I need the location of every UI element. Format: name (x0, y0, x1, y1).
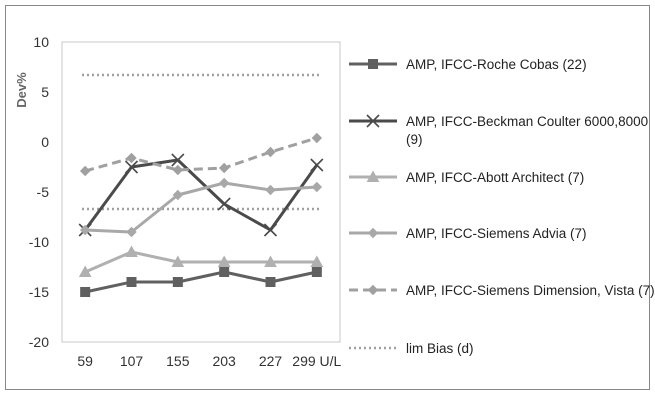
series-layer (78, 132, 324, 297)
data-point (78, 265, 92, 277)
legend-label: AMP, IFCC-Roche Cobas (22) (406, 57, 587, 72)
data-point (172, 164, 184, 176)
plot-area (61, 41, 341, 343)
data-point (80, 287, 91, 297)
series-line (85, 181, 317, 234)
legend: AMP, IFCC-Roche Cobas (22) AMP, IFCC-Beck… (349, 57, 655, 356)
data-point (310, 158, 324, 172)
data-point (124, 160, 139, 174)
series-2 (78, 245, 324, 277)
data-point (265, 146, 276, 158)
data-point (265, 277, 276, 287)
data-point (217, 197, 231, 211)
legend-item: lim Bias (d) (349, 341, 474, 356)
legend-swatch-marker (368, 59, 378, 69)
data-point (126, 152, 137, 164)
series-4 (79, 132, 323, 177)
legend-item: AMP, IFCC-Siemens Advia (7) (349, 226, 587, 241)
data-point (171, 153, 185, 167)
data-point (265, 184, 276, 196)
x-tick-label: 203 (212, 353, 236, 369)
data-point (125, 245, 138, 257)
y-tick-label: -20 (29, 334, 49, 350)
x-tick-label: 227 (259, 353, 283, 369)
y-tick-label: -5 (37, 184, 50, 200)
series-0 (80, 267, 322, 297)
chart-border (5, 5, 650, 390)
legend-label: lim Bias (d) (406, 341, 474, 356)
y-tick-label: 0 (41, 134, 49, 150)
data-point (172, 277, 183, 287)
legend-swatch-marker (366, 114, 380, 128)
data-point (217, 255, 231, 267)
y-axis-title: Dev% (14, 72, 29, 108)
data-point (172, 189, 184, 201)
legend-label: (9) (406, 132, 423, 147)
legend-label: AMP, IFCC-Siemens Advia (7) (406, 226, 587, 241)
legend-label: AMP, IFCC-Abott Architect (7) (406, 170, 584, 185)
data-point (126, 277, 137, 287)
data-point (218, 177, 230, 189)
data-point (218, 162, 230, 174)
series-line (83, 158, 319, 232)
data-point (311, 132, 323, 144)
data-point (310, 255, 324, 267)
legend-item: AMP, IFCC-Beckman Coulter 6000,8000 (9) (349, 114, 648, 147)
legend-item: AMP, IFCC-Siemens Dimension, Vista (7) (349, 283, 655, 298)
data-point (79, 224, 91, 236)
data-point (171, 255, 185, 267)
series-3 (79, 177, 323, 238)
data-point (264, 255, 277, 267)
data-point (311, 181, 323, 193)
data-point (263, 223, 278, 237)
y-tick-label: 10 (33, 34, 49, 50)
series-line (84, 136, 318, 173)
x-axis: 59 107 155 203 227 299 U/L (77, 353, 341, 369)
legend-label: AMP, IFCC-Beckman Coulter 6000,8000 (406, 114, 648, 129)
y-axis: 10 5 0 -5 -10 -15 -20 (29, 34, 49, 350)
legend-item: AMP, IFCC-Abott Architect (7) (349, 170, 584, 185)
series-line (84, 250, 317, 274)
x-tick-label: 155 (166, 353, 190, 369)
y-tick-label: -10 (29, 234, 49, 250)
data-point (219, 267, 230, 277)
x-tick-label: 299 U/L (292, 353, 341, 369)
legend-swatch-marker (367, 284, 379, 296)
data-point (79, 165, 91, 177)
x-tick-label: 107 (120, 353, 144, 369)
legend-swatch-marker (366, 170, 380, 182)
series-line (84, 270, 318, 294)
data-point (311, 267, 322, 277)
legend-swatch-marker (367, 227, 379, 239)
y-tick-label: 5 (41, 84, 49, 100)
data-point (126, 226, 137, 238)
x-tick-label: 59 (77, 353, 93, 369)
legend-item: AMP, IFCC-Roche Cobas (22) (349, 57, 587, 72)
y-tick-label: -15 (29, 284, 49, 300)
legend-label: AMP, IFCC-Siemens Dimension, Vista (7) (406, 283, 655, 298)
